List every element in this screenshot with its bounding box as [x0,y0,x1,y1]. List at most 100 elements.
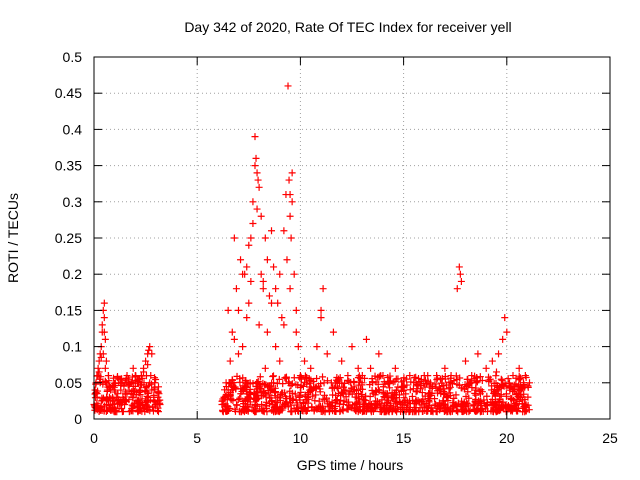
data-point [145,346,153,354]
data-point [507,382,515,390]
noise-point [355,390,363,398]
data-point [268,227,276,235]
data-point [276,270,284,278]
noise-point [492,372,500,380]
noise-point [416,404,424,412]
noise-point [412,397,420,405]
noise-point [411,407,419,415]
noise-point [413,387,421,395]
noise-point [421,376,429,384]
data-point [344,372,352,380]
noise-point [422,399,430,407]
data-point [317,314,325,322]
noise-point [340,397,348,405]
noise-point [142,401,150,409]
noise-point [399,382,407,390]
noise-point [284,403,292,411]
data-point [379,372,387,380]
noise-point [462,393,470,401]
data-point [456,270,464,278]
noise-point [444,397,452,405]
noise-point [394,375,402,383]
noise-point [460,385,468,393]
data-point [93,390,101,398]
noise-point [431,395,439,403]
noise-point [440,390,448,398]
data-point [286,212,294,220]
noise-point [297,381,305,389]
noise-point [229,397,237,405]
noise-point [446,383,454,391]
noise-point [341,379,349,387]
data-point [274,299,282,307]
noise-point [300,405,308,413]
data-point [317,306,325,314]
noise-point [374,373,382,381]
data-point [254,176,262,184]
noise-point [436,406,444,414]
data-point [515,364,523,372]
noise-point [236,394,244,402]
noise-point [292,396,300,404]
data-point [230,335,238,343]
noise-point [265,382,273,390]
noise-point [244,406,252,414]
noise-point [112,408,120,416]
data-point [95,357,103,365]
noise-point [239,374,247,382]
data-point [102,379,110,387]
noise-point [367,400,375,408]
noise-point [309,392,317,400]
noise-point [234,396,242,404]
data-point [445,379,453,387]
data-point [319,285,327,293]
data-point [503,328,511,336]
data-point [482,364,490,372]
data-point [125,386,133,394]
data-point [91,386,99,394]
noise-point [405,408,413,416]
noise-point [392,394,400,402]
data-point [263,328,271,336]
data-point [220,393,228,401]
noise-point [283,399,291,407]
chart-title: Day 342 of 2020, Rate Of TEC Index for r… [184,19,511,35]
data-point [288,169,296,177]
noise-point [134,407,142,415]
y-tick-label: 0.05 [55,375,82,391]
noise-point [512,404,520,412]
noise-point [285,378,293,386]
data-point [313,343,321,351]
data-point [228,328,236,336]
noise-point [289,395,297,403]
data-point [230,234,238,242]
plot-frame [93,56,611,420]
data-point [369,379,377,387]
data-point [218,401,226,409]
noise-point [464,375,472,383]
data-point [135,386,143,394]
data-point [437,390,445,398]
noise-point [355,406,363,414]
noise-point [257,392,265,400]
noise-point [403,381,411,389]
data-point [521,372,529,380]
noise-point [515,372,523,380]
noise-point [297,373,305,381]
noise-point [222,392,230,400]
data-point [251,162,259,170]
noise-point [331,399,339,407]
noise-point [275,375,283,383]
noise-point [329,383,337,391]
noise-point [269,401,277,409]
noise-point [497,375,505,383]
noise-point [286,394,294,402]
noise-point [386,402,394,410]
data-point [146,379,154,387]
noise-point [524,401,532,409]
noise-point [258,400,266,408]
data-point [286,191,294,199]
data-point [462,357,470,365]
noise-point [506,383,514,391]
data-point [495,350,503,358]
